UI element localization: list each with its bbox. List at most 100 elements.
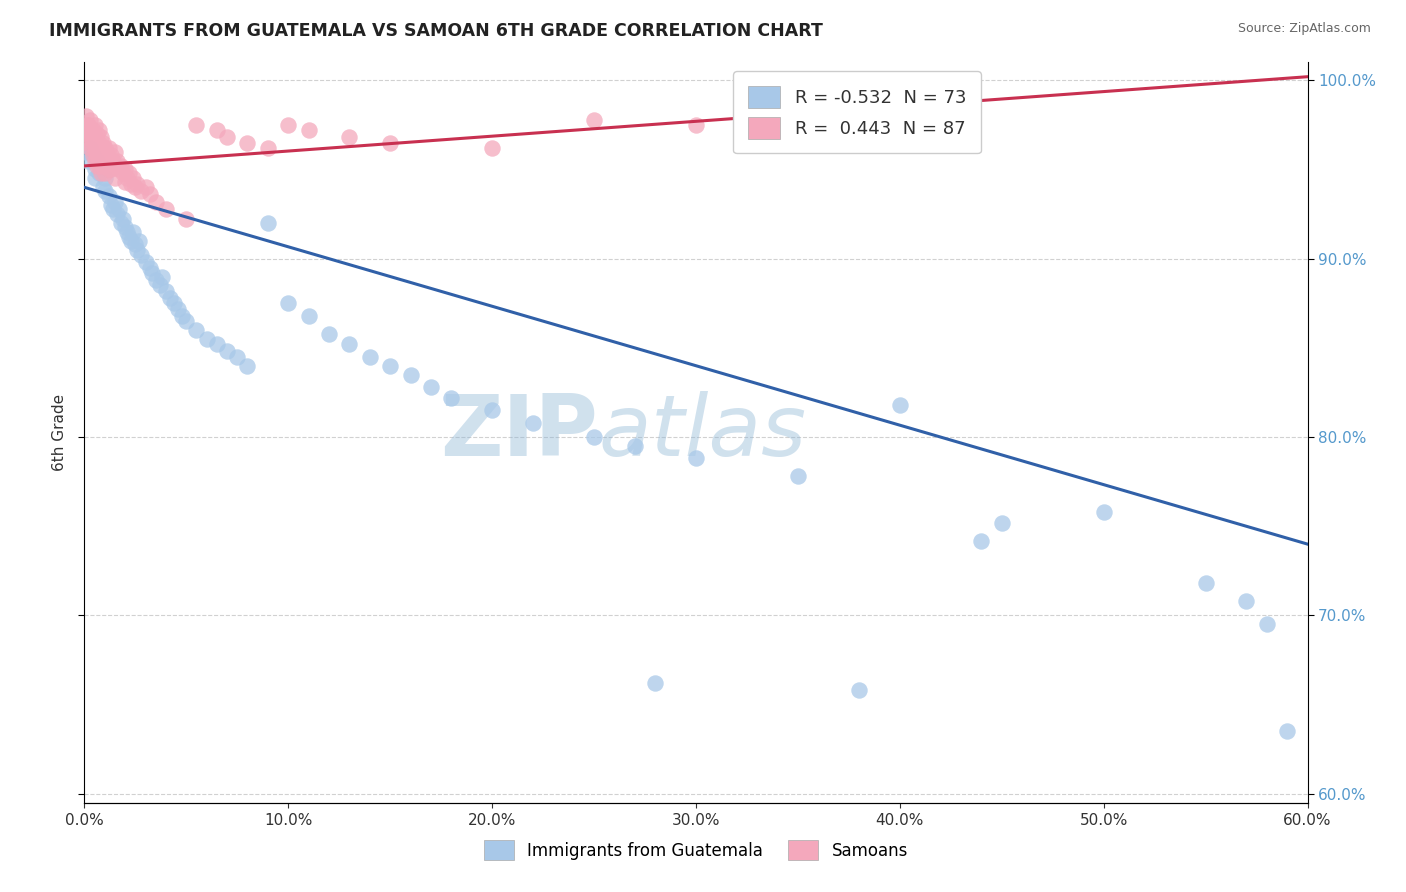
Point [79,130,101,145]
Point [685,118,707,132]
Point [108,202,131,216]
Point [787,469,810,483]
Point [97,141,120,155]
Point [298,309,321,323]
Point [91,159,114,173]
Point [236,359,259,373]
Point [90,159,112,173]
Point [86,127,108,141]
Point [624,439,647,453]
Point [75,123,97,137]
Point [96,153,118,168]
Point [1277,724,1299,739]
Point [87,159,110,173]
Point [138,260,160,275]
Point [86,150,108,164]
Point [127,177,149,191]
Point [131,184,153,198]
Point [100,148,122,162]
Point [101,153,124,168]
Point [145,194,167,209]
Point [118,230,141,244]
Point [583,430,606,444]
Point [97,153,120,168]
Point [481,403,503,417]
Point [122,225,145,239]
Point [195,332,218,346]
Point [86,145,108,159]
Point [86,139,108,153]
Point [420,380,443,394]
Point [186,118,208,132]
Point [159,291,181,305]
Text: Source: ZipAtlas.com: Source: ZipAtlas.com [1237,22,1371,36]
Point [83,171,105,186]
Point [135,255,157,269]
Point [217,344,239,359]
Point [150,269,173,284]
Point [128,234,150,248]
Point [77,153,100,168]
Point [644,676,666,690]
Point [83,118,105,132]
Point [131,248,153,262]
Point [87,136,110,150]
Point [226,350,249,364]
Point [77,136,100,150]
Point [124,237,146,252]
Point [79,141,101,155]
Point [359,350,381,364]
Point [83,162,105,177]
Point [96,159,118,173]
Point [167,301,190,316]
Point [277,118,299,132]
Point [970,533,993,548]
Point [90,166,112,180]
Point [82,136,104,150]
Point [118,166,141,180]
Point [481,141,503,155]
Point [120,177,142,191]
Point [87,148,110,162]
Point [277,296,299,310]
Point [91,136,114,150]
Text: IMMIGRANTS FROM GUATEMALA VS SAMOAN 6TH GRADE CORRELATION CHART: IMMIGRANTS FROM GUATEMALA VS SAMOAN 6TH … [49,22,823,40]
Point [583,112,606,127]
Point [82,130,104,145]
Point [112,212,135,227]
Point [77,127,100,141]
Point [141,266,163,280]
Point [127,243,149,257]
Point [298,123,321,137]
Point [91,141,114,155]
Point [155,202,177,216]
Point [97,189,120,203]
Point [83,145,105,159]
Point [104,159,127,173]
Point [1256,617,1278,632]
Point [172,309,194,323]
Point [93,184,115,198]
Point [79,112,101,127]
Point [110,159,132,173]
Point [108,162,131,177]
Point [87,150,110,164]
Point [205,123,228,137]
Point [787,123,810,137]
Point [145,273,167,287]
Point [399,368,422,382]
Point [257,141,280,155]
Point [1092,505,1115,519]
Point [1236,594,1258,608]
Point [122,171,145,186]
Point [339,337,361,351]
Point [82,148,104,162]
Point [104,171,127,186]
Point [440,391,463,405]
Point [257,216,280,230]
Point [991,516,1014,530]
Point [110,216,132,230]
Point [339,130,361,145]
Point [380,359,402,373]
Point [115,225,138,239]
